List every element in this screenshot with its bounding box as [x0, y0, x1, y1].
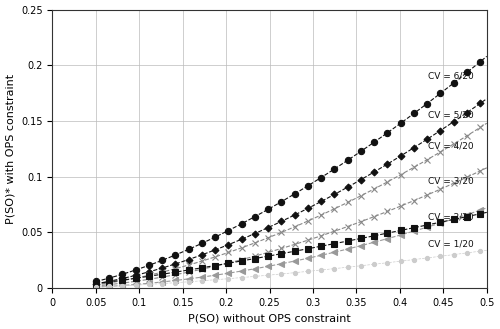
Text: CV = 3/20: CV = 3/20	[428, 177, 474, 186]
Text: CV = 1/20: CV = 1/20	[428, 239, 474, 248]
X-axis label: P(SO) without OPS constraint: P(SO) without OPS constraint	[188, 314, 351, 323]
Text: CV = 4/20: CV = 4/20	[428, 141, 474, 150]
Text: CV = 5/20: CV = 5/20	[428, 111, 474, 120]
Text: CV = 2/20: CV = 2/20	[428, 212, 474, 221]
Text: CV = 6/20: CV = 6/20	[428, 72, 474, 81]
Y-axis label: P(SO)* with OPS constraint: P(SO)* with OPS constraint	[6, 74, 16, 224]
